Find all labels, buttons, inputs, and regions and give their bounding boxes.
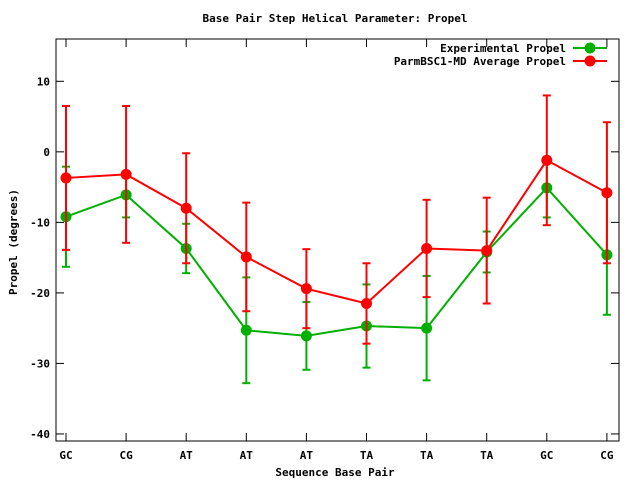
y-tick-label: -30: [30, 357, 50, 370]
legend-marker: [584, 55, 596, 67]
x-tick-label: AT: [240, 449, 254, 462]
series-parmbsc1-md: [60, 94, 613, 345]
data-point: [361, 297, 372, 309]
y-tick-label: -20: [30, 287, 50, 300]
legend-marker: [584, 42, 596, 54]
data-point: [240, 251, 252, 263]
x-axis-label: Sequence Base Pair: [275, 466, 395, 479]
x-tick-label: AT: [300, 449, 314, 462]
y-tick-label: 10: [37, 75, 50, 88]
data-point: [120, 168, 132, 180]
plot-frame: [55, 38, 620, 442]
x-tick-label: CG: [119, 449, 133, 462]
data-point: [300, 283, 312, 295]
x-tick-label: CG: [600, 449, 614, 462]
x-axis-ticks: GC CG AT AT AT TA TA TA GC CG: [59, 39, 614, 462]
data-point: [541, 154, 553, 166]
series-line: [65, 158, 608, 305]
data-point: [300, 330, 312, 342]
series-line: [65, 186, 608, 337]
chart-title: Base Pair Step Helical Parameter: Propel: [203, 12, 468, 25]
x-tick-label: GC: [59, 449, 72, 462]
y-axis-label: Propel (degrees): [7, 189, 20, 295]
data-point: [240, 324, 252, 336]
x-tick-label: TA: [360, 449, 374, 462]
y-tick-label: -10: [30, 216, 50, 229]
legend-label: Experimental Propel: [440, 42, 566, 55]
x-tick-label: TA: [420, 449, 434, 462]
series-layer: [60, 94, 613, 385]
data-point: [481, 245, 493, 257]
data-point: [60, 172, 72, 184]
data-point: [180, 202, 192, 214]
y-tick-label: -40: [30, 428, 50, 441]
data-point: [421, 242, 433, 254]
y-axis-ticks: -40 -30 -20 -10 0 10: [30, 75, 619, 441]
x-tick-label: AT: [180, 449, 194, 462]
data-point: [421, 322, 433, 334]
legend-label: ParmBSC1-MD Average Propel: [394, 55, 566, 68]
data-point: [601, 187, 613, 199]
x-tick-label: GC: [540, 449, 553, 462]
y-tick-label: 0: [43, 146, 50, 159]
x-tick-label: TA: [480, 449, 494, 462]
